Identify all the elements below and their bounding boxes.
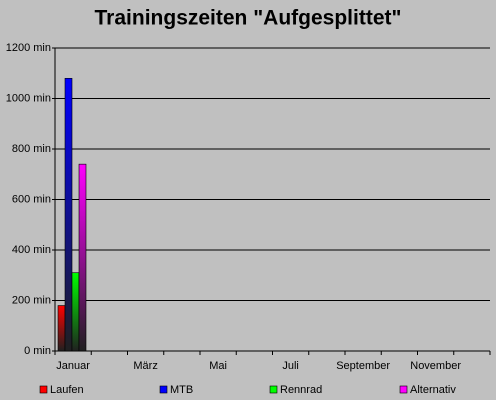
bar xyxy=(64,78,73,352)
x-tick-label: Mai xyxy=(209,360,227,372)
y-tick-label: 1000 min xyxy=(6,92,51,104)
x-tick-label: März xyxy=(133,360,157,372)
y-tick-label: 0 min xyxy=(24,345,51,357)
legend-label: Laufen xyxy=(50,384,84,396)
y-tick-label: 400 min xyxy=(12,244,51,256)
x-tick-label: Januar xyxy=(56,360,90,372)
y-tick-label: 200 min xyxy=(12,294,51,306)
legend-label: Alternativ xyxy=(410,384,456,396)
y-tick-label: 800 min xyxy=(12,143,51,155)
x-tick-label: November xyxy=(410,360,461,372)
legend-label: MTB xyxy=(170,384,193,396)
legend-swatch xyxy=(159,385,168,394)
bar xyxy=(71,272,80,352)
x-tick-label: Juli xyxy=(282,360,299,372)
x-tick-label: September xyxy=(336,360,390,372)
y-tick-label: 600 min xyxy=(12,193,51,205)
bar xyxy=(78,163,87,352)
chart-title: Trainingszeiten "Aufgesplittet" xyxy=(95,7,402,30)
legend-swatch xyxy=(399,385,408,394)
legend-swatch xyxy=(39,385,48,394)
bar xyxy=(57,305,66,352)
legend-label: Rennrad xyxy=(280,384,322,396)
y-tick-label: 1200 min xyxy=(6,42,51,54)
legend-swatch xyxy=(269,385,278,394)
